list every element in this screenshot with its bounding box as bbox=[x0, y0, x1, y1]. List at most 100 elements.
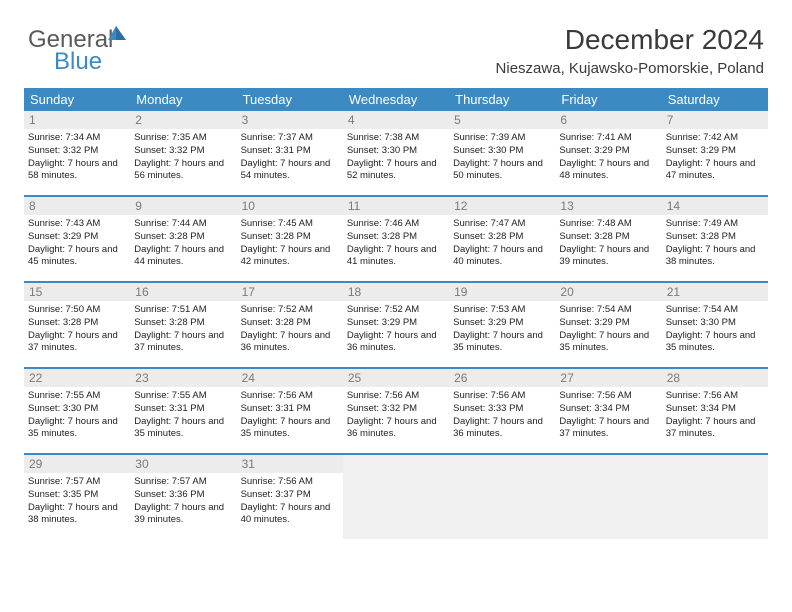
daylight-line: Daylight: 7 hours and 35 minutes. bbox=[453, 330, 551, 356]
day-number: 19 bbox=[449, 283, 555, 301]
sunrise-line: Sunrise: 7:52 AM bbox=[241, 304, 339, 317]
calendar-cell: 5Sunrise: 7:39 AMSunset: 3:30 PMDaylight… bbox=[449, 111, 555, 195]
sunset-line: Sunset: 3:36 PM bbox=[134, 489, 232, 502]
daylight-line: Daylight: 7 hours and 36 minutes. bbox=[347, 416, 445, 442]
cell-body: Sunrise: 7:56 AMSunset: 3:33 PMDaylight:… bbox=[449, 387, 555, 444]
sunrise-line: Sunrise: 7:41 AM bbox=[559, 132, 657, 145]
day-number: 27 bbox=[555, 369, 661, 387]
calendar-cell: 4Sunrise: 7:38 AMSunset: 3:30 PMDaylight… bbox=[343, 111, 449, 195]
cell-body: Sunrise: 7:41 AMSunset: 3:29 PMDaylight:… bbox=[555, 129, 661, 186]
day-headers-row: SundayMondayTuesdayWednesdayThursdayFrid… bbox=[24, 88, 768, 111]
daylight-line: Daylight: 7 hours and 37 minutes. bbox=[134, 330, 232, 356]
daylight-line: Daylight: 7 hours and 35 minutes. bbox=[134, 416, 232, 442]
sunset-line: Sunset: 3:28 PM bbox=[241, 231, 339, 244]
daylight-line: Daylight: 7 hours and 47 minutes. bbox=[666, 158, 764, 184]
sunrise-line: Sunrise: 7:44 AM bbox=[134, 218, 232, 231]
cell-body: Sunrise: 7:51 AMSunset: 3:28 PMDaylight:… bbox=[130, 301, 236, 358]
sunset-line: Sunset: 3:30 PM bbox=[666, 317, 764, 330]
sunset-line: Sunset: 3:34 PM bbox=[559, 403, 657, 416]
sunrise-line: Sunrise: 7:50 AM bbox=[28, 304, 126, 317]
sunrise-line: Sunrise: 7:48 AM bbox=[559, 218, 657, 231]
calendar-cell-empty bbox=[343, 455, 449, 539]
sunset-line: Sunset: 3:28 PM bbox=[666, 231, 764, 244]
calendar-cell: 22Sunrise: 7:55 AMSunset: 3:30 PMDayligh… bbox=[24, 369, 130, 453]
sunrise-line: Sunrise: 7:43 AM bbox=[28, 218, 126, 231]
daylight-line: Daylight: 7 hours and 36 minutes. bbox=[241, 330, 339, 356]
day-number: 26 bbox=[449, 369, 555, 387]
day-number: 17 bbox=[237, 283, 343, 301]
sunset-line: Sunset: 3:32 PM bbox=[134, 145, 232, 158]
cell-body: Sunrise: 7:55 AMSunset: 3:30 PMDaylight:… bbox=[24, 387, 130, 444]
cell-body: Sunrise: 7:37 AMSunset: 3:31 PMDaylight:… bbox=[237, 129, 343, 186]
logo-triangle2-icon bbox=[116, 26, 126, 40]
sunrise-line: Sunrise: 7:45 AM bbox=[241, 218, 339, 231]
daylight-line: Daylight: 7 hours and 52 minutes. bbox=[347, 158, 445, 184]
sunrise-line: Sunrise: 7:57 AM bbox=[134, 476, 232, 489]
sunrise-line: Sunrise: 7:56 AM bbox=[241, 390, 339, 403]
sunrise-line: Sunrise: 7:56 AM bbox=[347, 390, 445, 403]
sunrise-line: Sunrise: 7:52 AM bbox=[347, 304, 445, 317]
cell-body: Sunrise: 7:44 AMSunset: 3:28 PMDaylight:… bbox=[130, 215, 236, 272]
sunset-line: Sunset: 3:31 PM bbox=[241, 145, 339, 158]
calendar-cell: 28Sunrise: 7:56 AMSunset: 3:34 PMDayligh… bbox=[662, 369, 768, 453]
calendar-cell: 16Sunrise: 7:51 AMSunset: 3:28 PMDayligh… bbox=[130, 283, 236, 367]
sunrise-line: Sunrise: 7:56 AM bbox=[666, 390, 764, 403]
sunrise-line: Sunrise: 7:56 AM bbox=[453, 390, 551, 403]
day-number: 22 bbox=[24, 369, 130, 387]
daylight-line: Daylight: 7 hours and 37 minutes. bbox=[666, 416, 764, 442]
day-number: 1 bbox=[24, 111, 130, 129]
day-header-thursday: Thursday bbox=[449, 88, 555, 111]
daylight-line: Daylight: 7 hours and 58 minutes. bbox=[28, 158, 126, 184]
cell-body: Sunrise: 7:34 AMSunset: 3:32 PMDaylight:… bbox=[24, 129, 130, 186]
sunset-line: Sunset: 3:32 PM bbox=[28, 145, 126, 158]
cell-body: Sunrise: 7:56 AMSunset: 3:32 PMDaylight:… bbox=[343, 387, 449, 444]
daylight-line: Daylight: 7 hours and 35 minutes. bbox=[28, 416, 126, 442]
cell-body: Sunrise: 7:50 AMSunset: 3:28 PMDaylight:… bbox=[24, 301, 130, 358]
cell-body: Sunrise: 7:42 AMSunset: 3:29 PMDaylight:… bbox=[662, 129, 768, 186]
daylight-line: Daylight: 7 hours and 36 minutes. bbox=[453, 416, 551, 442]
daylight-line: Daylight: 7 hours and 44 minutes. bbox=[134, 244, 232, 270]
sunrise-line: Sunrise: 7:54 AM bbox=[559, 304, 657, 317]
cell-body: Sunrise: 7:56 AMSunset: 3:34 PMDaylight:… bbox=[555, 387, 661, 444]
sunrise-line: Sunrise: 7:46 AM bbox=[347, 218, 445, 231]
cell-body: Sunrise: 7:39 AMSunset: 3:30 PMDaylight:… bbox=[449, 129, 555, 186]
sunset-line: Sunset: 3:29 PM bbox=[347, 317, 445, 330]
daylight-line: Daylight: 7 hours and 37 minutes. bbox=[28, 330, 126, 356]
sunset-line: Sunset: 3:28 PM bbox=[559, 231, 657, 244]
daylight-line: Daylight: 7 hours and 54 minutes. bbox=[241, 158, 339, 184]
cell-body: Sunrise: 7:48 AMSunset: 3:28 PMDaylight:… bbox=[555, 215, 661, 272]
sunset-line: Sunset: 3:29 PM bbox=[559, 145, 657, 158]
sunset-line: Sunset: 3:37 PM bbox=[241, 489, 339, 502]
day-number: 21 bbox=[662, 283, 768, 301]
calendar-cell: 8Sunrise: 7:43 AMSunset: 3:29 PMDaylight… bbox=[24, 197, 130, 281]
daylight-line: Daylight: 7 hours and 40 minutes. bbox=[241, 502, 339, 528]
sunset-line: Sunset: 3:28 PM bbox=[453, 231, 551, 244]
sunset-line: Sunset: 3:28 PM bbox=[28, 317, 126, 330]
sunrise-line: Sunrise: 7:51 AM bbox=[134, 304, 232, 317]
calendar-cell: 9Sunrise: 7:44 AMSunset: 3:28 PMDaylight… bbox=[130, 197, 236, 281]
cell-body: Sunrise: 7:49 AMSunset: 3:28 PMDaylight:… bbox=[662, 215, 768, 272]
sunset-line: Sunset: 3:28 PM bbox=[347, 231, 445, 244]
week-row: 15Sunrise: 7:50 AMSunset: 3:28 PMDayligh… bbox=[24, 283, 768, 369]
cell-body: Sunrise: 7:56 AMSunset: 3:34 PMDaylight:… bbox=[662, 387, 768, 444]
day-number: 13 bbox=[555, 197, 661, 215]
daylight-line: Daylight: 7 hours and 38 minutes. bbox=[666, 244, 764, 270]
sunset-line: Sunset: 3:29 PM bbox=[559, 317, 657, 330]
cell-body: Sunrise: 7:56 AMSunset: 3:31 PMDaylight:… bbox=[237, 387, 343, 444]
week-row: 1Sunrise: 7:34 AMSunset: 3:32 PMDaylight… bbox=[24, 111, 768, 197]
calendar-cell-empty bbox=[449, 455, 555, 539]
sunset-line: Sunset: 3:28 PM bbox=[134, 317, 232, 330]
calendar-cell: 31Sunrise: 7:56 AMSunset: 3:37 PMDayligh… bbox=[237, 455, 343, 539]
logo-word2: Blue bbox=[54, 48, 102, 75]
sunset-line: Sunset: 3:30 PM bbox=[453, 145, 551, 158]
sunrise-line: Sunrise: 7:57 AM bbox=[28, 476, 126, 489]
calendar-cell: 15Sunrise: 7:50 AMSunset: 3:28 PMDayligh… bbox=[24, 283, 130, 367]
sunrise-line: Sunrise: 7:56 AM bbox=[559, 390, 657, 403]
day-number: 6 bbox=[555, 111, 661, 129]
day-number: 8 bbox=[24, 197, 130, 215]
daylight-line: Daylight: 7 hours and 39 minutes. bbox=[559, 244, 657, 270]
daylight-line: Daylight: 7 hours and 50 minutes. bbox=[453, 158, 551, 184]
sunset-line: Sunset: 3:28 PM bbox=[241, 317, 339, 330]
sunrise-line: Sunrise: 7:39 AM bbox=[453, 132, 551, 145]
day-header-tuesday: Tuesday bbox=[237, 88, 343, 111]
